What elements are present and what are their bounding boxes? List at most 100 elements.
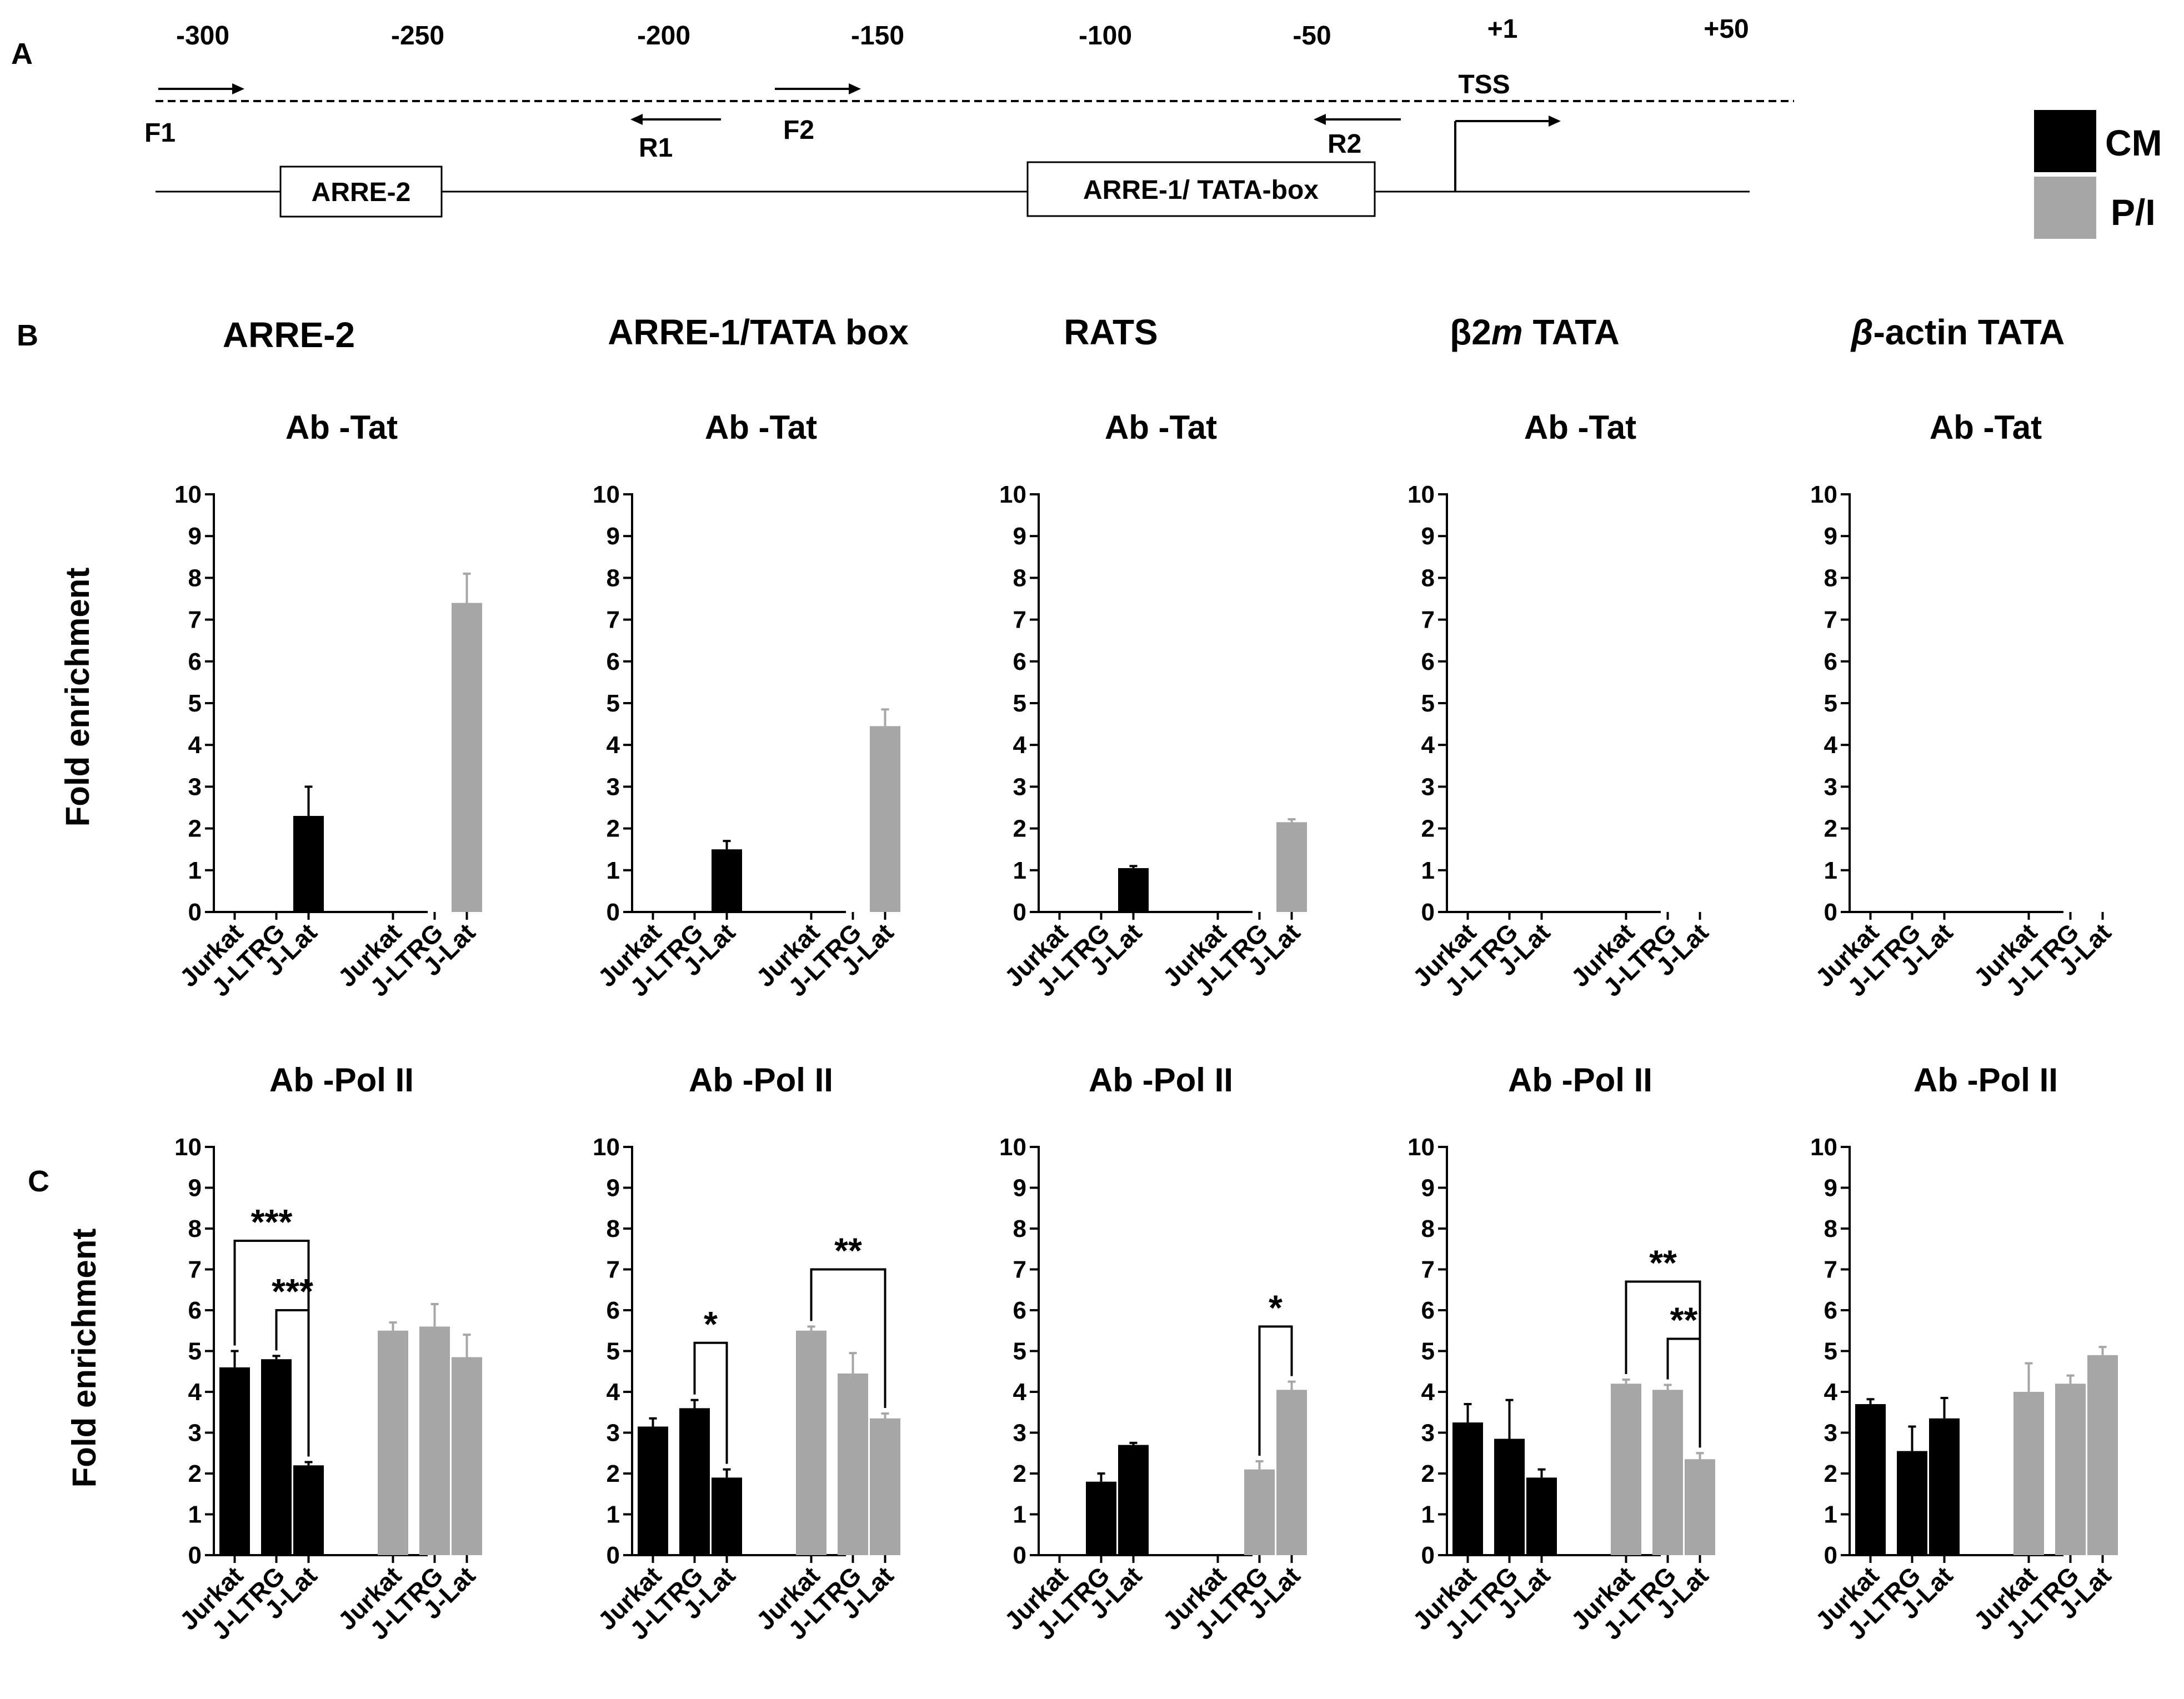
bar-cm — [1855, 1404, 1886, 1555]
y-tick-label: 7 — [1824, 607, 1837, 634]
y-tick-label: 4 — [1013, 731, 1027, 759]
primer-f2-arrowhead — [849, 83, 861, 94]
y-tick-label: 0 — [188, 1542, 202, 1569]
y-tick-label: 0 — [1824, 1542, 1837, 1569]
y-tick-label: 7 — [188, 607, 202, 634]
position-label: +50 — [1704, 14, 1749, 44]
y-tick-label: 3 — [188, 773, 202, 800]
y-tick-label: 5 — [188, 1338, 202, 1365]
legend: CM P/I — [2034, 110, 2162, 239]
y-tick-label: 10 — [593, 1134, 620, 1161]
y-tick-label: 6 — [1421, 648, 1435, 675]
y-tick-label: 0 — [607, 1542, 620, 1569]
y-tick-label: 5 — [1824, 1338, 1837, 1365]
y-tick-label: 0 — [1421, 1542, 1435, 1569]
primer-f2-label: F2 — [783, 116, 814, 145]
y-tick-label: 2 — [607, 1460, 620, 1487]
y-tick-label: 4 — [1824, 731, 1838, 759]
y-tick-label: 6 — [1824, 1297, 1837, 1324]
bar-cm — [712, 849, 742, 912]
legend-label-cm: CM — [2105, 122, 2162, 163]
significance-label: *** — [251, 1202, 293, 1242]
bar-cm — [293, 1465, 324, 1555]
chart-title: Ab -Pol II — [1089, 1061, 1233, 1099]
bar-cm — [1118, 868, 1149, 912]
bar-cm — [219, 1367, 250, 1555]
bar-cm — [1086, 1481, 1116, 1555]
y-tick-label: 8 — [1421, 564, 1435, 592]
y-tick-label: 0 — [607, 899, 620, 926]
bar-pi — [796, 1330, 826, 1555]
y-tick-label: 7 — [607, 607, 620, 634]
y-tick-label: 7 — [607, 1256, 620, 1284]
promoter-schematic: -300 -250 -200 -150 -100 -50 +1 +50 F1 R… — [144, 14, 1794, 218]
y-tick-label: 6 — [1824, 648, 1837, 675]
bar-pi — [2087, 1355, 2118, 1555]
bar-pi — [870, 726, 900, 912]
y-tick-label: 6 — [188, 648, 202, 675]
bar-pi — [1276, 822, 1307, 912]
y-tick-label: 8 — [607, 564, 620, 592]
bar-pi — [870, 1418, 900, 1555]
y-tick-label: 3 — [1824, 773, 1837, 800]
y-tick-label: 5 — [1421, 690, 1435, 717]
position-label: -50 — [1293, 21, 1331, 51]
y-tick-label: 5 — [607, 690, 620, 717]
bar-cm — [1118, 1445, 1149, 1555]
y-axis-label: Fold enrichment — [66, 1229, 103, 1488]
y-tick-label: 2 — [1421, 1460, 1435, 1487]
y-tick-label: 2 — [1824, 815, 1837, 843]
chart-title: Ab -Pol II — [269, 1061, 414, 1099]
y-tick-label: 9 — [188, 523, 202, 550]
chart-title: Ab -Tat — [1930, 409, 2042, 446]
significance-label: * — [1269, 1287, 1283, 1327]
y-tick-label: 5 — [1013, 690, 1026, 717]
y-tick-label: 10 — [999, 1134, 1026, 1161]
y-tick-label: 6 — [1013, 1297, 1026, 1324]
bar-cm — [293, 816, 324, 912]
y-tick-label: 6 — [188, 1297, 202, 1324]
y-tick-label: 9 — [188, 1175, 202, 1202]
bar-cm — [638, 1426, 668, 1555]
primer-r1-label: R1 — [639, 133, 673, 163]
y-tick-label: 5 — [188, 690, 202, 717]
significance-bracket — [1666, 1337, 1701, 1448]
chart-title: Ab -Pol II — [1913, 1061, 2058, 1099]
chart-title: Ab -Tat — [705, 409, 817, 446]
arre2-box — [279, 166, 443, 218]
bar-pi — [452, 603, 482, 912]
y-tick-label: 8 — [1013, 564, 1026, 592]
bar-pi — [419, 1326, 450, 1555]
bar-pi — [1244, 1469, 1275, 1555]
y-tick-label: 7 — [1421, 1256, 1435, 1284]
significance-bracket — [275, 1309, 310, 1457]
y-tick-label: 0 — [188, 899, 202, 926]
significance-bracket — [693, 1341, 728, 1464]
y-tick-label: 7 — [1013, 607, 1026, 634]
y-tick-label: 4 — [607, 1379, 620, 1406]
y-tick-label: 3 — [607, 773, 620, 800]
y-tick-label: 3 — [1421, 773, 1435, 800]
primer-r2-label: R2 — [1328, 129, 1361, 159]
y-tick-label: 2 — [188, 815, 202, 843]
y-tick-label: 1 — [607, 857, 620, 884]
panel-label-a: A — [11, 37, 33, 71]
y-tick-label: 0 — [1824, 899, 1837, 926]
bar-pi — [1276, 1390, 1307, 1555]
y-tick-label: 2 — [1824, 1460, 1837, 1487]
bar-pi — [378, 1330, 408, 1555]
y-tick-label: 7 — [1013, 1256, 1026, 1284]
y-tick-label: 10 — [174, 1134, 202, 1161]
significance-label: ** — [1670, 1300, 1698, 1340]
y-axis-label: Fold enrichment — [59, 568, 96, 827]
y-tick-label: 9 — [607, 1175, 620, 1202]
position-label: -200 — [637, 21, 690, 51]
y-tick-label: 3 — [1013, 773, 1026, 800]
y-tick-label: 3 — [1421, 1420, 1435, 1447]
bar-pi — [2013, 1392, 2044, 1555]
y-tick-label: 8 — [188, 1215, 202, 1242]
